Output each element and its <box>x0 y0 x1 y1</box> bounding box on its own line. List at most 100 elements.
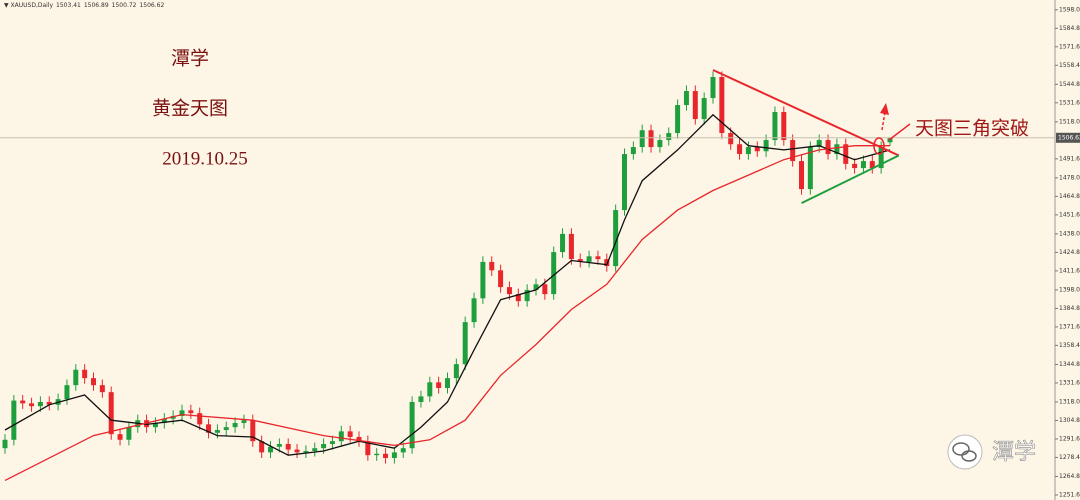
candle-body <box>232 422 238 428</box>
y-tick-label: 1438.00 <box>1059 230 1080 237</box>
candle-body <box>329 441 335 444</box>
candle-body <box>268 446 273 453</box>
candle-body <box>834 144 840 155</box>
y-tick-label: 1318.00 <box>1059 398 1080 405</box>
candle-body <box>20 400 26 404</box>
candle-body <box>418 396 424 402</box>
candle-body <box>524 289 530 302</box>
candle-body <box>108 392 114 435</box>
moving-average <box>4 145 890 481</box>
watermark-bubble <box>961 450 977 462</box>
candle-body <box>560 233 566 253</box>
candle-body <box>161 418 167 423</box>
candle-body <box>613 210 619 267</box>
y-tick-label: 1464.80 <box>1059 193 1080 200</box>
chart-header: ▼ XAUUSD,Daily 1503.41 1506.89 1500.72 1506.… <box>4 2 164 9</box>
candle-body <box>152 422 158 428</box>
candle-body <box>719 77 725 134</box>
candle-body <box>285 443 291 450</box>
header-open: 1503.41 <box>56 2 81 9</box>
chart-subtitle: 黄金天图 <box>152 97 228 119</box>
chart-date: 2019.10.25 <box>162 148 248 169</box>
y-tick-label: 1491.60 <box>1059 155 1080 162</box>
candle-body <box>321 443 327 449</box>
candle-body <box>197 413 203 425</box>
candle-body <box>710 77 716 99</box>
last-price-label: 1506.62 <box>1058 134 1080 141</box>
candle-body <box>2 439 8 449</box>
candle-body <box>568 233 574 260</box>
candle-body <box>498 270 504 288</box>
candle-body <box>445 378 450 388</box>
candle-body <box>754 147 760 152</box>
candle-body <box>214 429 220 433</box>
candle-body <box>82 369 88 379</box>
candle-body <box>533 284 539 290</box>
symbol: XAUUSD,Daily <box>11 2 54 9</box>
trend-line <box>801 154 900 204</box>
candle-body <box>639 130 645 148</box>
candle-body <box>675 105 681 134</box>
watermark-bubble <box>952 442 970 456</box>
candle-body <box>843 144 849 164</box>
trend-line <box>712 69 900 157</box>
candle-body <box>259 441 265 453</box>
y-tick-label: 1264.80 <box>1059 473 1080 480</box>
y-tick-label: 1384.80 <box>1059 305 1080 312</box>
chart-title: 潭学 <box>171 47 209 69</box>
candle-body <box>551 252 557 295</box>
candle-body <box>46 401 52 405</box>
candle-body <box>427 382 433 397</box>
candle-body <box>91 378 96 386</box>
candle-body <box>409 401 415 449</box>
candle-body <box>276 443 282 447</box>
candle-body <box>338 431 344 442</box>
y-tick-label: 1598.00 <box>1059 6 1080 13</box>
y-tick-label: 1278.40 <box>1059 454 1080 461</box>
candle-body <box>11 400 17 440</box>
candle-body <box>99 385 105 393</box>
candle-body <box>622 154 627 211</box>
candle-body <box>657 140 663 148</box>
candle-body <box>312 448 318 451</box>
y-tick-label: 1518.00 <box>1059 118 1080 125</box>
candle-body <box>630 147 636 155</box>
candle-body <box>37 401 43 407</box>
candle-body <box>683 91 689 106</box>
candle-body <box>356 436 362 442</box>
header-marker: ▼ <box>4 2 11 9</box>
moving-average <box>4 113 891 456</box>
y-tick-label: 1478.00 <box>1059 174 1080 181</box>
candle-body <box>878 147 884 169</box>
candle-body <box>365 441 371 456</box>
candle-body <box>666 133 672 141</box>
header-low: 1500.72 <box>112 2 137 9</box>
candle-body <box>436 382 442 388</box>
last-price-box <box>1056 132 1080 143</box>
candle-body <box>250 420 256 442</box>
candle-body <box>374 453 380 456</box>
candle-body <box>400 448 406 453</box>
candle-body <box>64 385 70 400</box>
candle-body <box>728 133 734 145</box>
y-tick-label: 1331.60 <box>1059 379 1080 386</box>
breakout-circle <box>873 137 885 155</box>
candle-body <box>179 410 185 416</box>
y-tick-label: 1411.60 <box>1059 267 1080 274</box>
candle-body <box>462 322 468 365</box>
annotation-pointer <box>888 123 911 141</box>
candle-body <box>692 91 698 120</box>
y-tick-label: 1531.60 <box>1059 99 1080 106</box>
candle-body <box>701 98 707 120</box>
y-tick-label: 1584.80 <box>1059 25 1080 32</box>
y-tick-label: 1304.80 <box>1059 417 1080 424</box>
breakout-arrow <box>881 111 886 131</box>
candle-body <box>294 449 300 453</box>
header-high: 1506.89 <box>84 2 109 9</box>
candle-body <box>745 147 751 155</box>
candle-body <box>188 410 194 414</box>
candle-body <box>577 259 583 262</box>
candle-body <box>807 147 813 190</box>
